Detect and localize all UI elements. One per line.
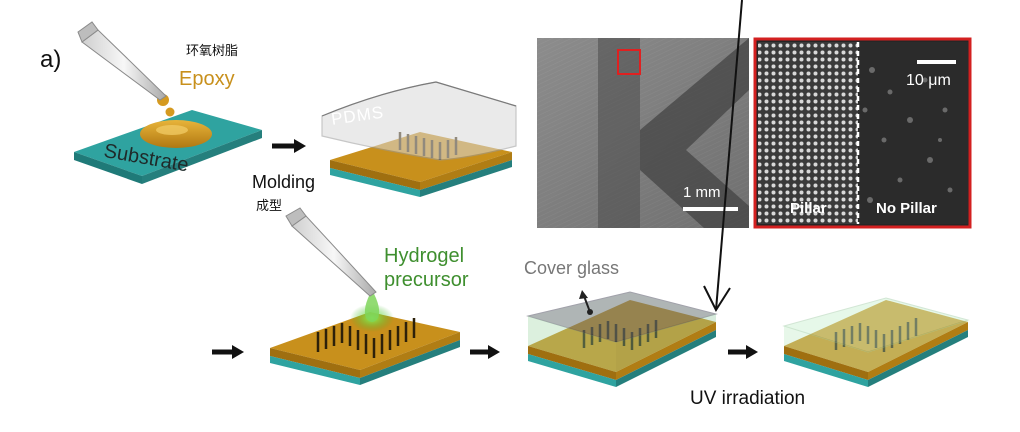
pipette-icon xyxy=(77,21,167,101)
scale-bar-label-um: 10 μm xyxy=(906,72,951,89)
arrow-right-icon xyxy=(272,139,306,153)
epoxy-label-cn: 环氧树脂 xyxy=(186,44,239,59)
step4-cover-glass xyxy=(526,290,718,387)
pipette-icon xyxy=(285,207,377,297)
molding-label-cn: 成型 xyxy=(256,199,283,214)
hydrogel-label-line2: precursor xyxy=(384,269,469,291)
arrow-right-icon xyxy=(212,345,244,359)
step2-pdms-molding xyxy=(321,81,517,197)
step3-hydrogel-deposit xyxy=(270,290,460,385)
sem-image-zoom xyxy=(753,37,972,229)
step1-substrate-epoxy xyxy=(74,94,262,184)
no-pillar-label: No Pillar xyxy=(876,200,937,217)
pillar-label: Pillar xyxy=(790,200,827,217)
molding-label: Molding xyxy=(252,172,316,192)
step5-final-hydrogel xyxy=(782,297,970,387)
arrow-right-icon xyxy=(728,345,758,359)
arrow-right-icon xyxy=(470,345,500,359)
sem-image-overview xyxy=(537,38,749,228)
uv-arrow-icon xyxy=(703,0,743,313)
hydrogel-label: Hydrogel precursor xyxy=(384,244,468,292)
cover-glass-label: Cover glass xyxy=(524,258,620,278)
panel-label: a) xyxy=(40,46,62,73)
epoxy-label: Epoxy xyxy=(179,68,235,90)
scale-bar-label-mm: 1 mm xyxy=(683,184,721,201)
uv-irradiation-label: UV irradiation xyxy=(690,388,806,409)
hydrogel-label-line1: Hydrogel xyxy=(384,245,465,267)
